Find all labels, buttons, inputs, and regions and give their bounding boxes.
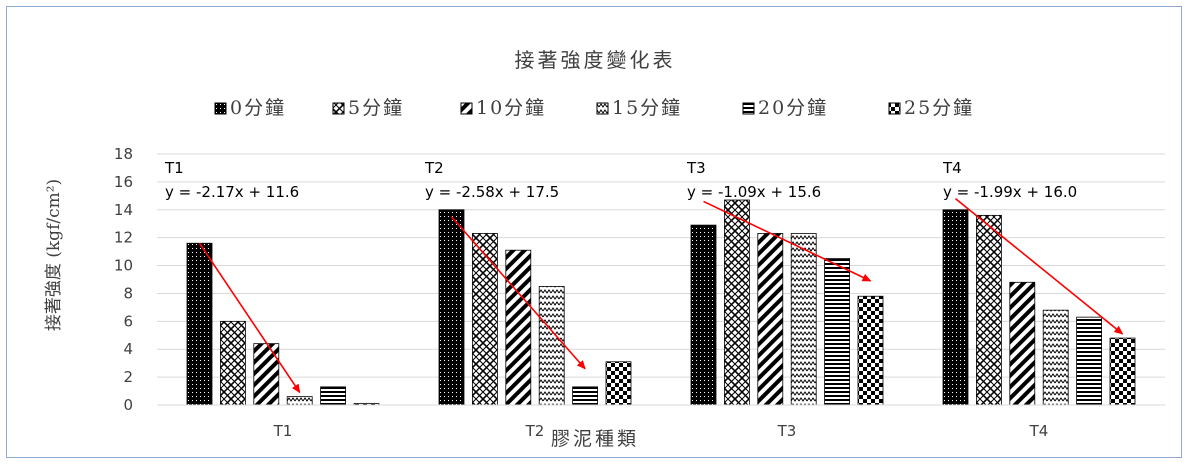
legend-swatch	[888, 102, 901, 115]
y-axis-ticks: 0 2 4 6 8 10 12 14 16 18	[114, 145, 133, 414]
annotation-group-name: T1	[164, 159, 184, 177]
y-tick-label: 16	[114, 173, 133, 191]
legend-label: 25分鐘	[904, 97, 974, 119]
bar-t3-series-3	[790, 233, 817, 406]
bar-t1-series-1	[219, 320, 246, 406]
trend-arrow	[954, 198, 1124, 335]
y-tick-label: 14	[114, 201, 133, 219]
legend-swatch	[214, 102, 227, 115]
bar-t3-series-0	[690, 224, 717, 406]
annotation-equation: y = -2.17x + 11.6	[165, 183, 299, 201]
y-tick-label: 10	[114, 257, 133, 275]
legend-swatch	[596, 102, 609, 115]
legend-swatch	[742, 102, 755, 115]
bars	[186, 199, 1136, 406]
annotation-group-name: T3	[686, 159, 706, 177]
annotations: T1 y = -2.17x + 11.6 T2 y = -2.58x + 17.5 T3…	[164, 159, 1077, 201]
bar-t4-series-2	[1009, 281, 1036, 406]
bar-t1-series-3	[286, 396, 313, 406]
bar-t2-series-3	[538, 286, 565, 406]
annotation-equation: y = -1.09x + 15.6	[687, 183, 821, 201]
annotation-group-name: T4	[942, 159, 962, 177]
bar-t2-series-0	[438, 209, 465, 406]
legend-swatch	[460, 102, 473, 115]
x-tick-label: T1	[273, 422, 293, 440]
bar-t4-series-1	[976, 214, 1002, 406]
y-axis-title: 接著強度 (kgf/cm²)	[44, 179, 64, 331]
legend-label: 10分鐘	[476, 97, 546, 119]
chart-title: 接著強度變化表	[515, 48, 676, 72]
legend-label: 5分鐘	[348, 97, 404, 119]
bar-t1-series-2	[253, 343, 280, 406]
x-tick-label: T3	[777, 422, 797, 440]
y-tick-label: 4	[123, 340, 133, 358]
bar-t2-series-4	[572, 386, 598, 406]
bar-t4-series-0	[942, 209, 969, 406]
bar-t3-series-4	[824, 258, 850, 406]
y-tick-label: 0	[123, 396, 133, 414]
bar-t3-series-5	[857, 295, 884, 406]
annotation-equation: y = -2.58x + 17.5	[425, 183, 559, 201]
chart-frame: 接著強度變化表 0分鐘 5分鐘 10分鐘 15分鐘 20分鐘 25分鐘 0 2 4 6 8 10 12…	[6, 6, 1182, 458]
legend-swatch	[332, 102, 345, 115]
bar-t4-series-4	[1076, 316, 1102, 406]
bar-t1-series-4	[320, 386, 347, 406]
x-axis-title: 膠泥種類	[551, 428, 639, 450]
trend-arrows	[198, 198, 1124, 394]
bar-t2-series-1	[471, 233, 498, 406]
x-tick-label: T2	[525, 422, 545, 440]
bar-t3-series-2	[757, 233, 784, 406]
y-tick-label: 8	[123, 284, 133, 302]
chart-svg: 接著強度變化表 0分鐘 5分鐘 10分鐘 15分鐘 20分鐘 25分鐘 0 2 4 6 8 10 12…	[44, 48, 1165, 450]
y-tick-label: 18	[114, 145, 133, 163]
bar-t2-series-2	[505, 249, 532, 406]
legend-label: 0分鐘	[230, 97, 286, 119]
y-tick-label: 12	[114, 229, 133, 247]
bar-t3-series-1	[724, 199, 750, 406]
x-axis-ticks: T1 T2 T3 T4	[273, 422, 1049, 440]
trend-arrow	[450, 216, 586, 370]
legend-label: 20分鐘	[758, 97, 828, 119]
legend: 0分鐘 5分鐘 10分鐘 15分鐘 20分鐘 25分鐘	[214, 97, 974, 119]
bar-t1-series-0	[186, 242, 213, 406]
bar-t4-series-5	[1109, 337, 1136, 406]
bar-t2-series-5	[605, 361, 632, 406]
annotation-equation: y = -1.99x + 16.0	[943, 183, 1077, 201]
bar-t4-series-3	[1042, 309, 1069, 406]
x-tick-label: T4	[1029, 422, 1049, 440]
trend-arrow	[703, 200, 872, 282]
gridlines	[157, 153, 1165, 378]
trend-arrow	[198, 242, 301, 394]
legend-label: 15分鐘	[612, 97, 682, 119]
y-tick-label: 2	[123, 368, 133, 386]
y-tick-label: 6	[123, 312, 133, 330]
annotation-group-name: T2	[424, 159, 444, 177]
